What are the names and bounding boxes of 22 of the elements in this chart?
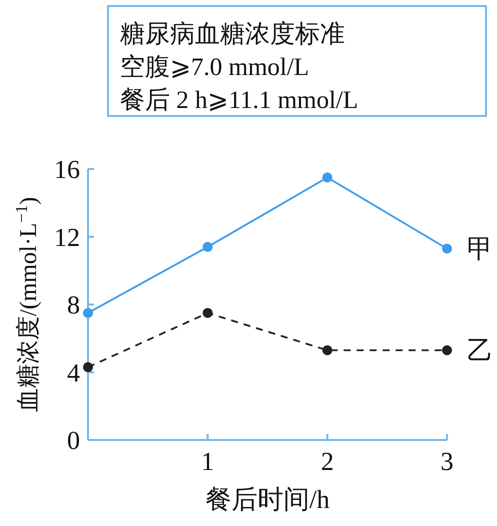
text: 餐后 2 h⩾11.1 mmol/L bbox=[120, 87, 358, 114]
y-tick-label: 0 bbox=[67, 426, 80, 455]
point bbox=[202, 308, 213, 318]
text: 糖尿病血糖浓度标准 bbox=[120, 20, 345, 48]
series-label: 乙 bbox=[467, 336, 493, 366]
y-tick-label: 12 bbox=[54, 222, 80, 252]
text: 空腹⩾7.0 mmol/L bbox=[120, 53, 310, 81]
x-tick-label: 3 bbox=[440, 447, 454, 476]
point bbox=[322, 345, 332, 356]
point bbox=[83, 308, 93, 318]
point bbox=[322, 172, 332, 182]
series-label: 甲 bbox=[467, 234, 493, 264]
x-tick-label: 1 bbox=[201, 447, 214, 476]
x-tick-label: 2 bbox=[320, 447, 334, 476]
point bbox=[442, 345, 452, 356]
point bbox=[202, 242, 213, 252]
y-tick-label: 4 bbox=[67, 358, 80, 388]
point bbox=[442, 244, 452, 254]
point bbox=[83, 362, 93, 372]
x-axis-title: 餐后时间/h bbox=[205, 485, 330, 514]
y-tick-label: 8 bbox=[67, 290, 80, 320]
y-tick-label: 16 bbox=[54, 155, 80, 184]
